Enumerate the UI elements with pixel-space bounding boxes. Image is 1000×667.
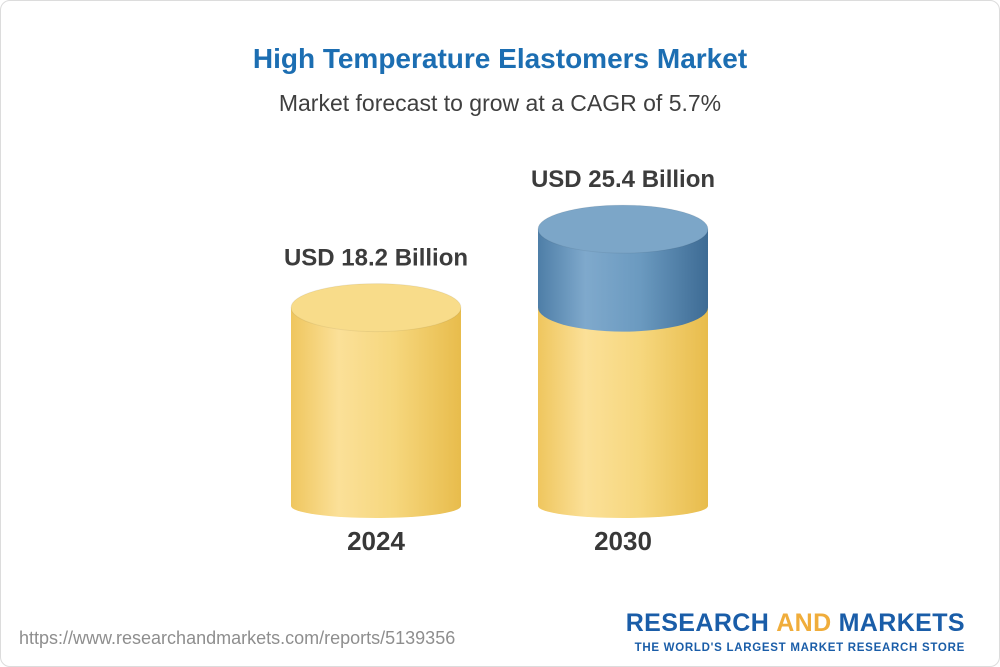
cylinder-2024: [290, 283, 462, 518]
cylinder-2030: [537, 204, 709, 518]
cylinder-2024-body: [291, 307, 461, 518]
cylinder-2024-top-face: [290, 283, 462, 333]
category-label-2024: 2024: [347, 526, 405, 556]
page-title: High Temperature Elastomers Market: [252, 43, 748, 74]
value-label-2030: USD 25.4 Billion: [531, 166, 715, 193]
research-and-markets-logo: RESEARCH AND MARKETS THE WORLD'S LARGEST M…: [626, 609, 965, 654]
cylinder-2030-base-segment: [538, 307, 708, 518]
report-url[interactable]: https://www.researchandmarkets.com/repor…: [19, 628, 456, 648]
cylinder-2030-top-face: [537, 204, 709, 254]
logo-word-research: RESEARCH: [625, 609, 770, 637]
cylinder-2030-growth-segment: [538, 229, 708, 332]
chart-subtitle: Market forecast to grow at a CAGR of 5.7…: [278, 90, 722, 116]
chart-header: High Temperature Elastomers Market Marke…: [1, 43, 999, 117]
logo-wordmark: RESEARCH AND MARKETS: [626, 609, 965, 638]
logo-tagline: THE WORLD'S LARGEST MARKET RESEARCH STOR…: [634, 642, 965, 654]
logo-word-markets: MARKETS: [838, 609, 965, 637]
logo-word-and: AND: [776, 609, 832, 637]
value-label-2024: USD 18.2 Billion: [284, 245, 468, 272]
category-label-2030: 2030: [594, 526, 652, 556]
